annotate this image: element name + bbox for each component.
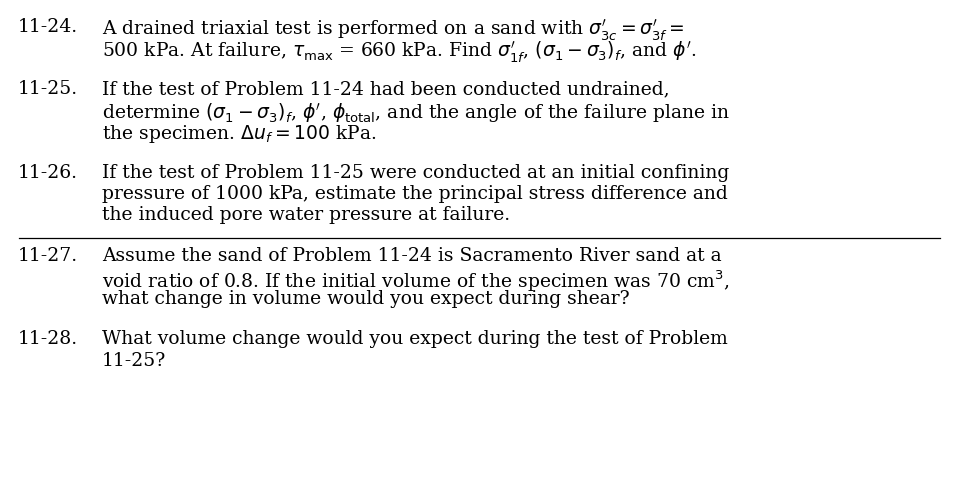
Text: 11-27.: 11-27. [18,247,78,265]
Text: the specimen. $\Delta u_f = 100$ kPa.: the specimen. $\Delta u_f = 100$ kPa. [102,123,377,145]
Text: the induced pore water pressure at failure.: the induced pore water pressure at failu… [102,206,510,224]
Text: 11-25.: 11-25. [18,80,78,98]
Text: 500 kPa. At failure, $\tau_{\mathrm{max}}$ = 660 kPa. Find $\sigma^{\prime}_{1f}: 500 kPa. At failure, $\tau_{\mathrm{max}… [102,40,697,65]
Text: what change in volume would you expect during shear?: what change in volume would you expect d… [102,290,630,308]
Text: pressure of 1000 kPa, estimate the principal stress difference and: pressure of 1000 kPa, estimate the princ… [102,185,728,203]
Text: What volume change would you expect during the test of Problem: What volume change would you expect duri… [102,331,728,349]
Text: 11-24.: 11-24. [18,18,78,36]
Text: Assume the sand of Problem 11-24 is Sacramento River sand at a: Assume the sand of Problem 11-24 is Sacr… [102,247,721,265]
Text: If the test of Problem 11-24 had been conducted undrained,: If the test of Problem 11-24 had been co… [102,80,669,98]
Text: If the test of Problem 11-25 were conducted at an initial confining: If the test of Problem 11-25 were conduc… [102,163,729,181]
Text: A drained triaxial test is performed on a sand with $\sigma^{\prime}_{3c} = \sig: A drained triaxial test is performed on … [102,18,685,44]
Text: 11-26.: 11-26. [18,163,78,181]
Text: determine $(\sigma_1 - \sigma_3)_f$, $\phi^{\prime}$, $\phi_{\mathrm{total}}$, a: determine $(\sigma_1 - \sigma_3)_f$, $\p… [102,102,730,125]
Text: void ratio of 0.8. If the initial volume of the specimen was 70 cm$^3$,: void ratio of 0.8. If the initial volume… [102,269,730,294]
Text: 11-25?: 11-25? [102,352,166,370]
Text: 11-28.: 11-28. [18,331,78,349]
